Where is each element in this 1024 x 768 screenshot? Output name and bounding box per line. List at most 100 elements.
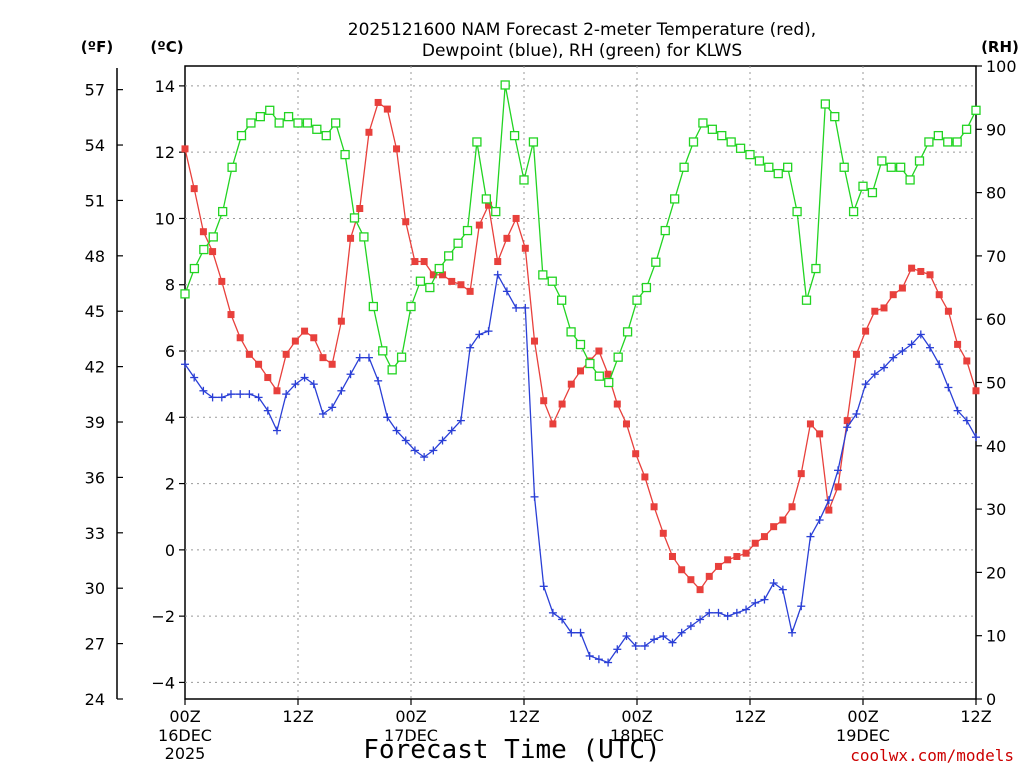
- rh-tick-label: 70: [986, 247, 1006, 266]
- rh-point: [764, 162, 774, 172]
- dewpoint-point: [926, 343, 935, 352]
- dewpoint-point: [245, 390, 254, 399]
- temperature-point: [954, 340, 962, 348]
- temperature-point: [944, 307, 952, 315]
- dewpoint-point: [300, 373, 309, 382]
- x-tick-label: 12Z: [282, 707, 313, 726]
- temperature-point: [714, 562, 722, 570]
- series-layer: [180, 80, 981, 667]
- temperature-point: [383, 105, 391, 113]
- dewpoint-point: [935, 360, 944, 369]
- dewpoint-point: [870, 370, 879, 379]
- rh-point: [792, 206, 802, 217]
- temperature-point: [595, 347, 603, 355]
- rh-point: [961, 124, 972, 134]
- rh-point: [472, 137, 482, 147]
- rh-point: [189, 263, 200, 274]
- temperature-point: [521, 244, 529, 252]
- dewpoint-point: [714, 608, 723, 617]
- x-tick-label: 00Z: [847, 707, 878, 726]
- dewpoint-point: [493, 270, 502, 279]
- dewpoint-point: [650, 635, 659, 644]
- rh-point: [820, 99, 830, 109]
- temperature-point: [843, 417, 851, 425]
- dewpoint-point: [502, 287, 511, 296]
- temperature-point: [420, 258, 428, 266]
- dewpoint-point: [190, 373, 199, 382]
- rh-point: [707, 124, 717, 134]
- rh-point: [538, 270, 548, 280]
- dewpoint-point: [668, 638, 677, 647]
- temperature-point: [788, 503, 796, 511]
- dewpoint-point: [742, 605, 751, 614]
- rh-point: [519, 175, 529, 185]
- dewpoint-point: [834, 466, 843, 475]
- temperature-point: [365, 128, 373, 136]
- rh-point: [783, 162, 793, 172]
- rh-point: [670, 194, 680, 204]
- dewpoint-point: [217, 393, 226, 402]
- rh-point: [509, 130, 520, 141]
- rh-point: [218, 206, 228, 217]
- temperature-point: [779, 516, 787, 524]
- dewpoint-point: [889, 353, 898, 362]
- rh-tick-label: 90: [986, 120, 1006, 139]
- temperature-point: [632, 450, 640, 458]
- temperature-point: [898, 284, 906, 292]
- temperature-point: [641, 473, 649, 481]
- fahrenheit-tick-label: 36: [85, 468, 105, 487]
- celsius-tick-label: 2: [165, 475, 175, 494]
- temperature-point: [429, 271, 437, 279]
- temperature-point: [797, 470, 805, 478]
- rh-point: [425, 282, 435, 293]
- dewpoint-point: [723, 612, 732, 621]
- rh-point: [801, 295, 812, 305]
- temperature-point: [209, 248, 217, 256]
- dewpoint-point: [861, 380, 870, 389]
- dewpoint-point: [824, 496, 833, 505]
- temperature-point: [347, 234, 355, 242]
- dewpoint-point: [374, 376, 383, 385]
- fahrenheit-unit-label: (ºF): [81, 38, 113, 56]
- x-tick-date: 17DEC: [384, 726, 438, 745]
- rh-point: [368, 301, 378, 312]
- fahrenheit-tick-label: 24: [85, 690, 105, 709]
- rh-point: [632, 295, 642, 305]
- temperature-point: [760, 533, 768, 541]
- x-tick-label: 00Z: [621, 707, 652, 726]
- rh-point: [943, 137, 953, 147]
- temperature-point: [770, 523, 778, 531]
- rh-point: [312, 124, 322, 134]
- temperature-point: [181, 145, 189, 153]
- rh-point: [839, 162, 849, 172]
- rh-point: [933, 130, 943, 141]
- celsius-tick-label: 14: [155, 77, 175, 96]
- rh-point: [434, 263, 444, 274]
- dewpoint-point: [328, 403, 337, 412]
- dewpoint-point: [843, 423, 852, 432]
- fahrenheit-tick-label: 33: [85, 524, 105, 543]
- temperature-point: [650, 503, 658, 511]
- rh-tick-label: 40: [986, 437, 1006, 456]
- temperature-point: [218, 277, 226, 285]
- rh-point: [481, 194, 491, 204]
- rh-point: [227, 162, 237, 172]
- rh-point: [679, 162, 689, 172]
- temperature-point: [475, 221, 483, 229]
- temperature-point: [696, 586, 704, 594]
- rh-point: [735, 143, 746, 153]
- fahrenheit-tick-label: 30: [85, 579, 105, 598]
- x-tick-label: 12Z: [734, 707, 765, 726]
- rh-point: [208, 232, 218, 242]
- rh-point: [528, 137, 539, 147]
- rh-point: [566, 327, 576, 337]
- fahrenheit-tick-label: 57: [85, 81, 105, 100]
- dewpoint-point: [466, 343, 475, 352]
- temperature-point: [604, 370, 612, 378]
- temperature-point: [935, 291, 943, 299]
- series-rh: [180, 80, 981, 388]
- celsius-tick-label: −4: [151, 673, 175, 692]
- celsius-tick-label: −2: [151, 607, 175, 626]
- temperature-point: [917, 267, 925, 275]
- rh-point: [302, 118, 313, 128]
